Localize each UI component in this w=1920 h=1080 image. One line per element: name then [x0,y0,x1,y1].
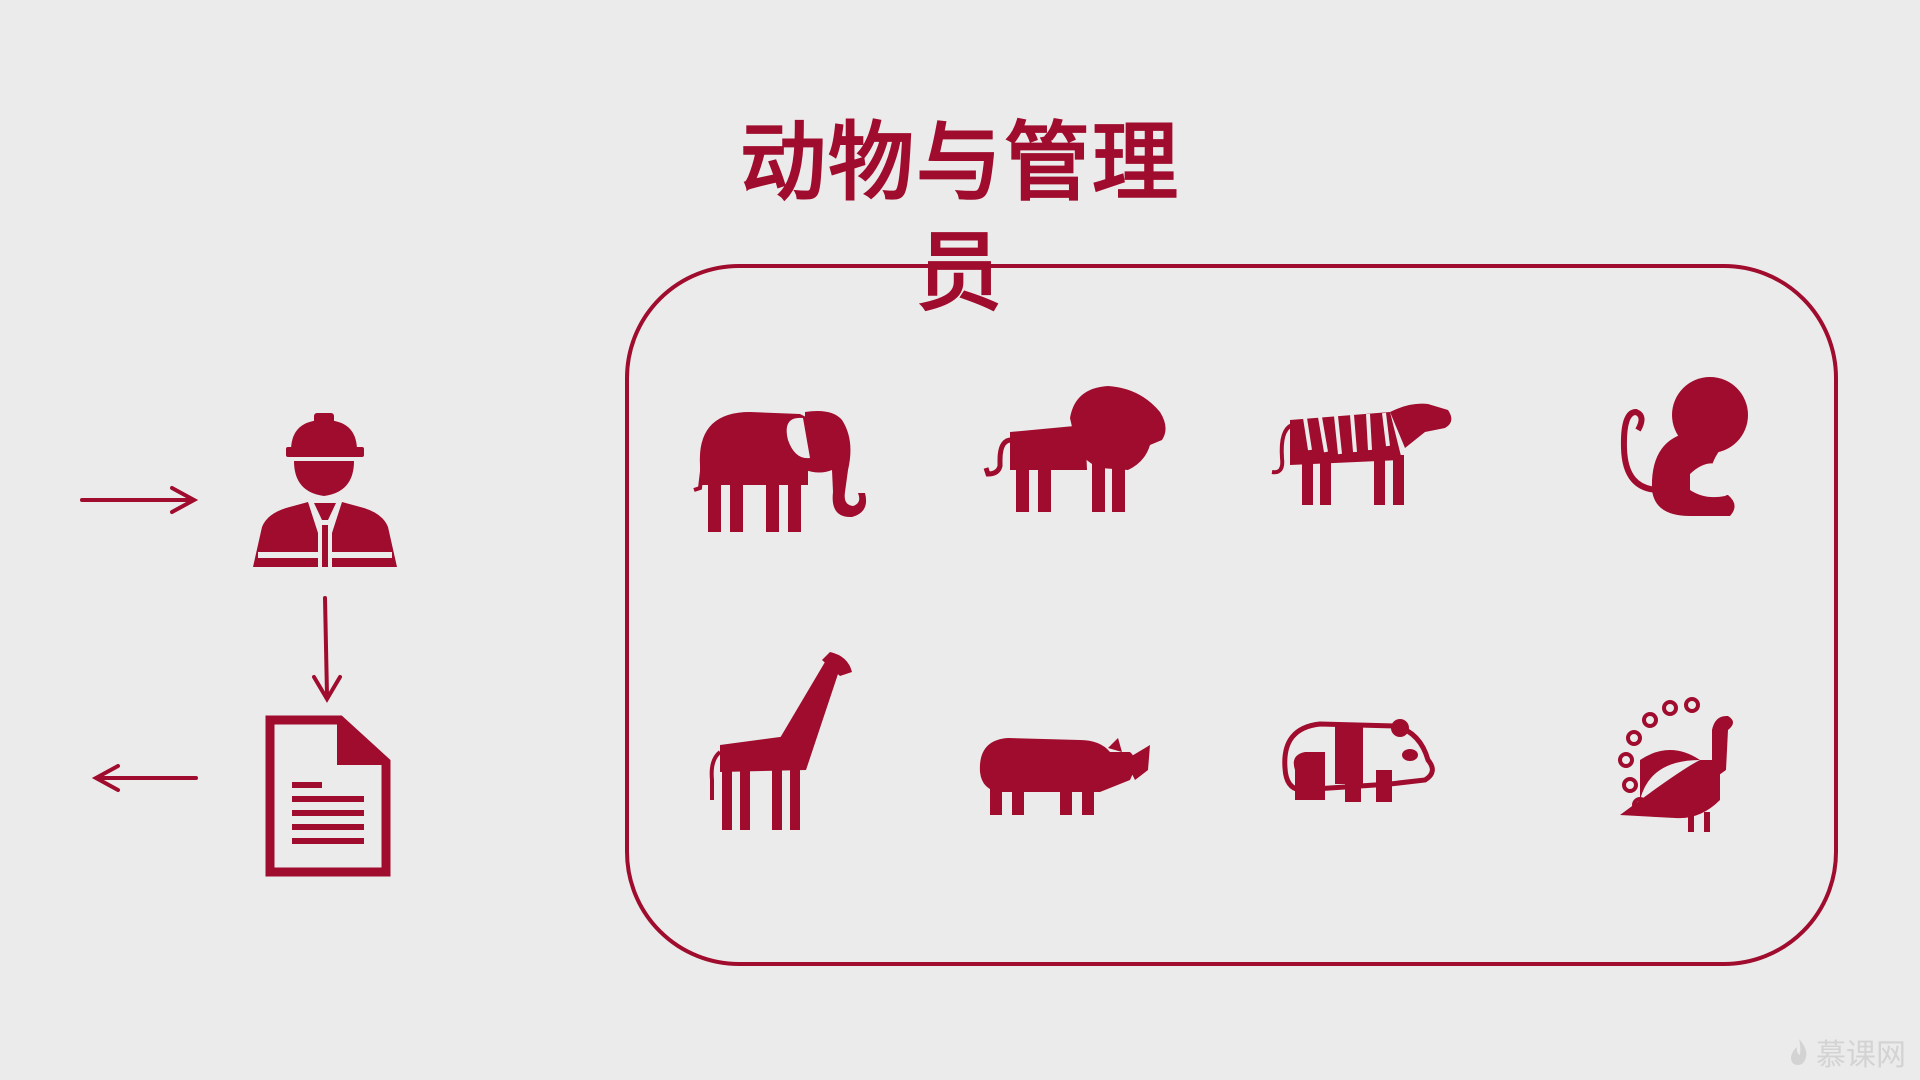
document-icon [265,715,391,877]
worker-hardhat-icon [253,413,397,567]
page-title: 动物与管理员 [740,113,1180,323]
arrow-down-icon [312,596,342,703]
monkey-icon [1620,377,1748,516]
panda-icon [1282,719,1435,802]
watermark: 慕课网 [1786,1030,1906,1074]
peacock-icon [1618,697,1733,832]
tiger-icon [1271,403,1452,505]
arrow-left-icon [91,764,198,792]
elephant-icon [693,411,867,532]
arrow-right-icon [80,486,199,514]
animal-enclosure [625,264,1838,966]
lion-icon [983,386,1166,512]
giraffe-icon [709,652,852,830]
rhino-icon [979,738,1150,815]
watermark-text: 慕课网 [1816,1038,1906,1073]
flame-logo-icon [1791,1039,1807,1065]
